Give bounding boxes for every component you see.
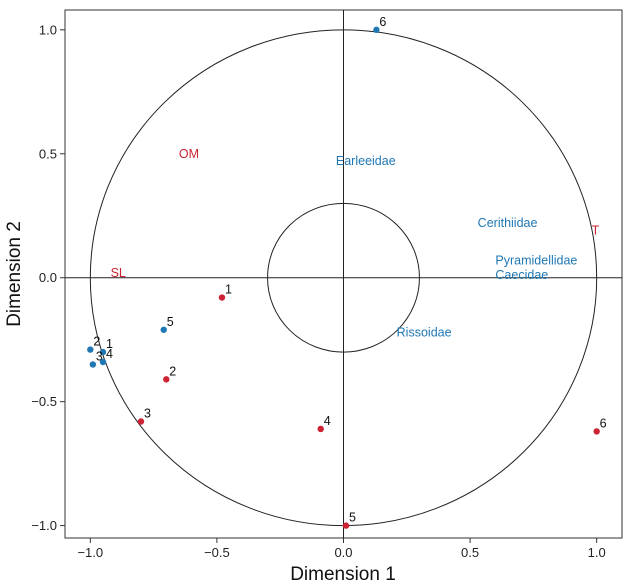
x-tick-label: −1.0 — [77, 545, 103, 560]
x-tick-label: 0.5 — [461, 545, 479, 560]
variable-label: Rissoidae — [397, 325, 452, 339]
data-point — [373, 26, 380, 34]
x-tick-label: −0.5 — [204, 545, 230, 560]
data-point — [89, 361, 97, 368]
variable-labels-group: OM SL T Earleeidae Cerithiidae Pyramidellidae… — [111, 147, 600, 339]
variable-label: T — [592, 224, 600, 238]
ticks-group: −1.0 −0.5 0.0 0.5 1.0 −1.0 −0.5 0.0 0.5 1.0 — [31, 22, 605, 560]
data-point — [163, 376, 170, 383]
data-point-label: 5 — [349, 511, 356, 525]
variable-label: Cerithiidae — [478, 216, 538, 230]
data-point-label: 2 — [93, 335, 100, 349]
data-point-label: 2 — [169, 364, 176, 378]
y-tick-label: −0.5 — [31, 394, 57, 409]
data-point — [99, 358, 107, 366]
x-axis-title: Dimension 1 — [290, 564, 396, 585]
data-point-label: 1 — [106, 337, 113, 351]
data-point — [99, 348, 107, 356]
data-point-label: 4 — [324, 414, 331, 428]
data-point-label: 5 — [167, 315, 174, 329]
data-point — [317, 425, 324, 433]
data-point-label: 4 — [106, 347, 113, 361]
data-point-label: 6 — [379, 15, 386, 29]
variable-label: Caecidae — [495, 268, 548, 282]
variable-label: OM — [179, 147, 199, 161]
variable-label: SL — [111, 266, 126, 280]
variable-label: Pyramidellidae — [495, 253, 577, 267]
y-tick-label: 0.5 — [39, 146, 57, 161]
x-tick-label: 1.0 — [588, 545, 606, 560]
data-point-label: 6 — [600, 416, 607, 430]
x-tick-label: 0.0 — [334, 545, 352, 560]
y-axis-title: Dimension 2 — [4, 221, 25, 327]
variable-label: Earleeidae — [336, 154, 396, 168]
data-point — [87, 346, 94, 353]
data-point — [160, 326, 167, 333]
data-point-label: 3 — [96, 349, 103, 363]
data-point-label: 1 — [225, 283, 232, 297]
data-point — [593, 428, 600, 435]
y-tick-label: −1.0 — [31, 518, 57, 533]
zero-lines-group — [65, 10, 622, 538]
data-point — [137, 418, 145, 425]
y-tick-label: 1.0 — [39, 22, 57, 37]
y-tick-label: 0.0 — [39, 270, 57, 285]
data-point-label: 3 — [144, 406, 151, 420]
data-point — [342, 522, 350, 529]
data-point — [218, 294, 226, 301]
